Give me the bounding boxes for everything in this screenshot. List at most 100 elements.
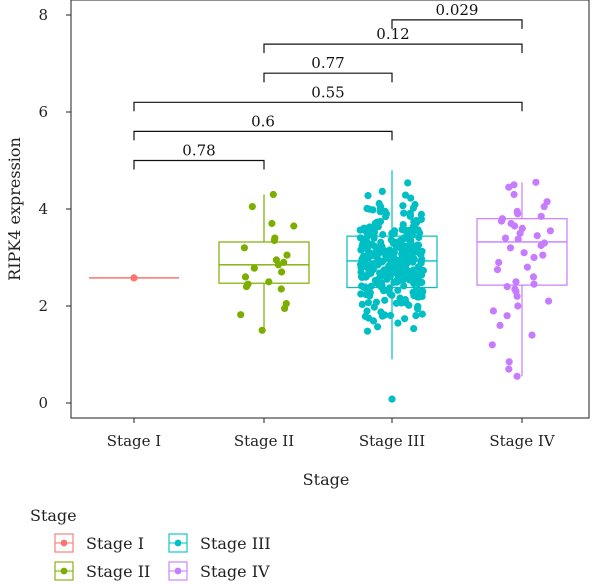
data-point <box>496 321 504 329</box>
data-point <box>372 298 380 306</box>
data-point <box>505 358 513 366</box>
data-point <box>374 257 382 266</box>
data-point <box>409 242 417 250</box>
data-point <box>378 187 386 195</box>
data-point <box>540 203 548 211</box>
data-point <box>401 191 410 199</box>
data-point <box>392 299 400 307</box>
data-point <box>407 194 415 202</box>
legend-key-dot <box>174 567 182 575</box>
data-point <box>539 251 547 259</box>
data-point <box>250 264 258 272</box>
data-point <box>367 282 375 290</box>
data-point <box>356 226 364 234</box>
data-point <box>401 315 409 323</box>
data-point <box>386 290 394 298</box>
data-point <box>523 263 532 271</box>
legend-item: Stage III <box>168 533 271 553</box>
data-point <box>357 290 365 298</box>
data-point <box>537 212 545 220</box>
data-point <box>417 258 425 266</box>
legend-key-dot <box>60 567 68 575</box>
data-point <box>386 246 394 254</box>
data-point <box>414 302 422 310</box>
data-point <box>399 275 407 283</box>
data-point <box>400 263 408 271</box>
data-point <box>495 258 503 266</box>
data-point <box>371 220 380 228</box>
legend-item: Stage II <box>54 561 150 581</box>
data-point <box>530 280 538 288</box>
data-point <box>366 290 374 298</box>
legend-key-dot <box>174 539 182 547</box>
data-point <box>529 273 538 281</box>
data-point <box>381 311 389 319</box>
data-point <box>418 278 426 286</box>
p-value-label: 0.55 <box>311 83 344 101</box>
data-point <box>514 210 522 218</box>
p-value-label: 0.12 <box>376 25 409 43</box>
comparison-bracket: 0.77 <box>263 54 393 83</box>
data-point <box>497 217 506 225</box>
data-point <box>412 312 420 320</box>
data-point <box>375 199 383 208</box>
data-point <box>281 304 289 312</box>
y-tick-label: 0 <box>38 394 48 412</box>
data-point <box>277 285 285 293</box>
legend-item: Stage IV <box>168 561 270 581</box>
data-point <box>265 278 273 286</box>
data-point <box>416 229 424 237</box>
data-point <box>258 326 266 334</box>
bracket-line <box>263 43 523 54</box>
legend-title: Stage <box>30 506 77 525</box>
data-point <box>546 227 555 235</box>
data-point <box>394 286 402 294</box>
data-point <box>510 222 519 230</box>
bracket-line <box>133 101 523 112</box>
comparison-bracket: 0.55 <box>133 83 523 112</box>
data-point <box>396 294 404 302</box>
data-point <box>505 183 513 191</box>
data-point <box>378 281 386 289</box>
data-point <box>380 246 388 254</box>
data-point <box>530 253 538 262</box>
data-point <box>364 192 372 200</box>
data-point <box>377 238 385 246</box>
y-axis-ticks: 0 2 4 6 8 <box>38 6 71 412</box>
data-point <box>533 232 541 240</box>
data-point <box>405 301 413 309</box>
comparison-bracket: 0.12 <box>263 25 523 54</box>
p-value-label: 0.78 <box>182 142 215 160</box>
plot-panel <box>70 0 590 419</box>
data-point <box>387 311 395 320</box>
data-point <box>268 219 276 228</box>
data-point <box>366 223 374 231</box>
data-point <box>363 327 372 335</box>
data-point <box>390 263 398 271</box>
bracket-line <box>391 19 523 29</box>
data-point <box>418 310 426 318</box>
legend-items: Stage I Stage III Stage II Stage IV <box>54 533 271 581</box>
data-point <box>409 258 417 266</box>
data-point <box>513 292 521 300</box>
data-point <box>520 249 528 257</box>
box-stage-ii <box>218 194 310 331</box>
data-point <box>368 251 376 260</box>
data-point <box>364 299 372 307</box>
data-point <box>400 282 408 290</box>
data-point <box>363 204 371 213</box>
data-point <box>513 372 521 380</box>
comparison-bracket: 0.029 <box>391 1 523 29</box>
y-tick-label: 6 <box>38 103 48 121</box>
data-point <box>367 229 375 237</box>
comparison-bracket: 0.78 <box>133 142 265 170</box>
box-iqr <box>218 241 310 284</box>
data-point <box>361 312 369 320</box>
x-tick-label: Stage IV <box>489 432 555 450</box>
data-point <box>410 325 418 333</box>
data-point <box>516 229 524 237</box>
comparison-bracket: 0.6 <box>133 112 393 141</box>
data-point <box>390 227 399 235</box>
box-iqr <box>476 218 568 286</box>
